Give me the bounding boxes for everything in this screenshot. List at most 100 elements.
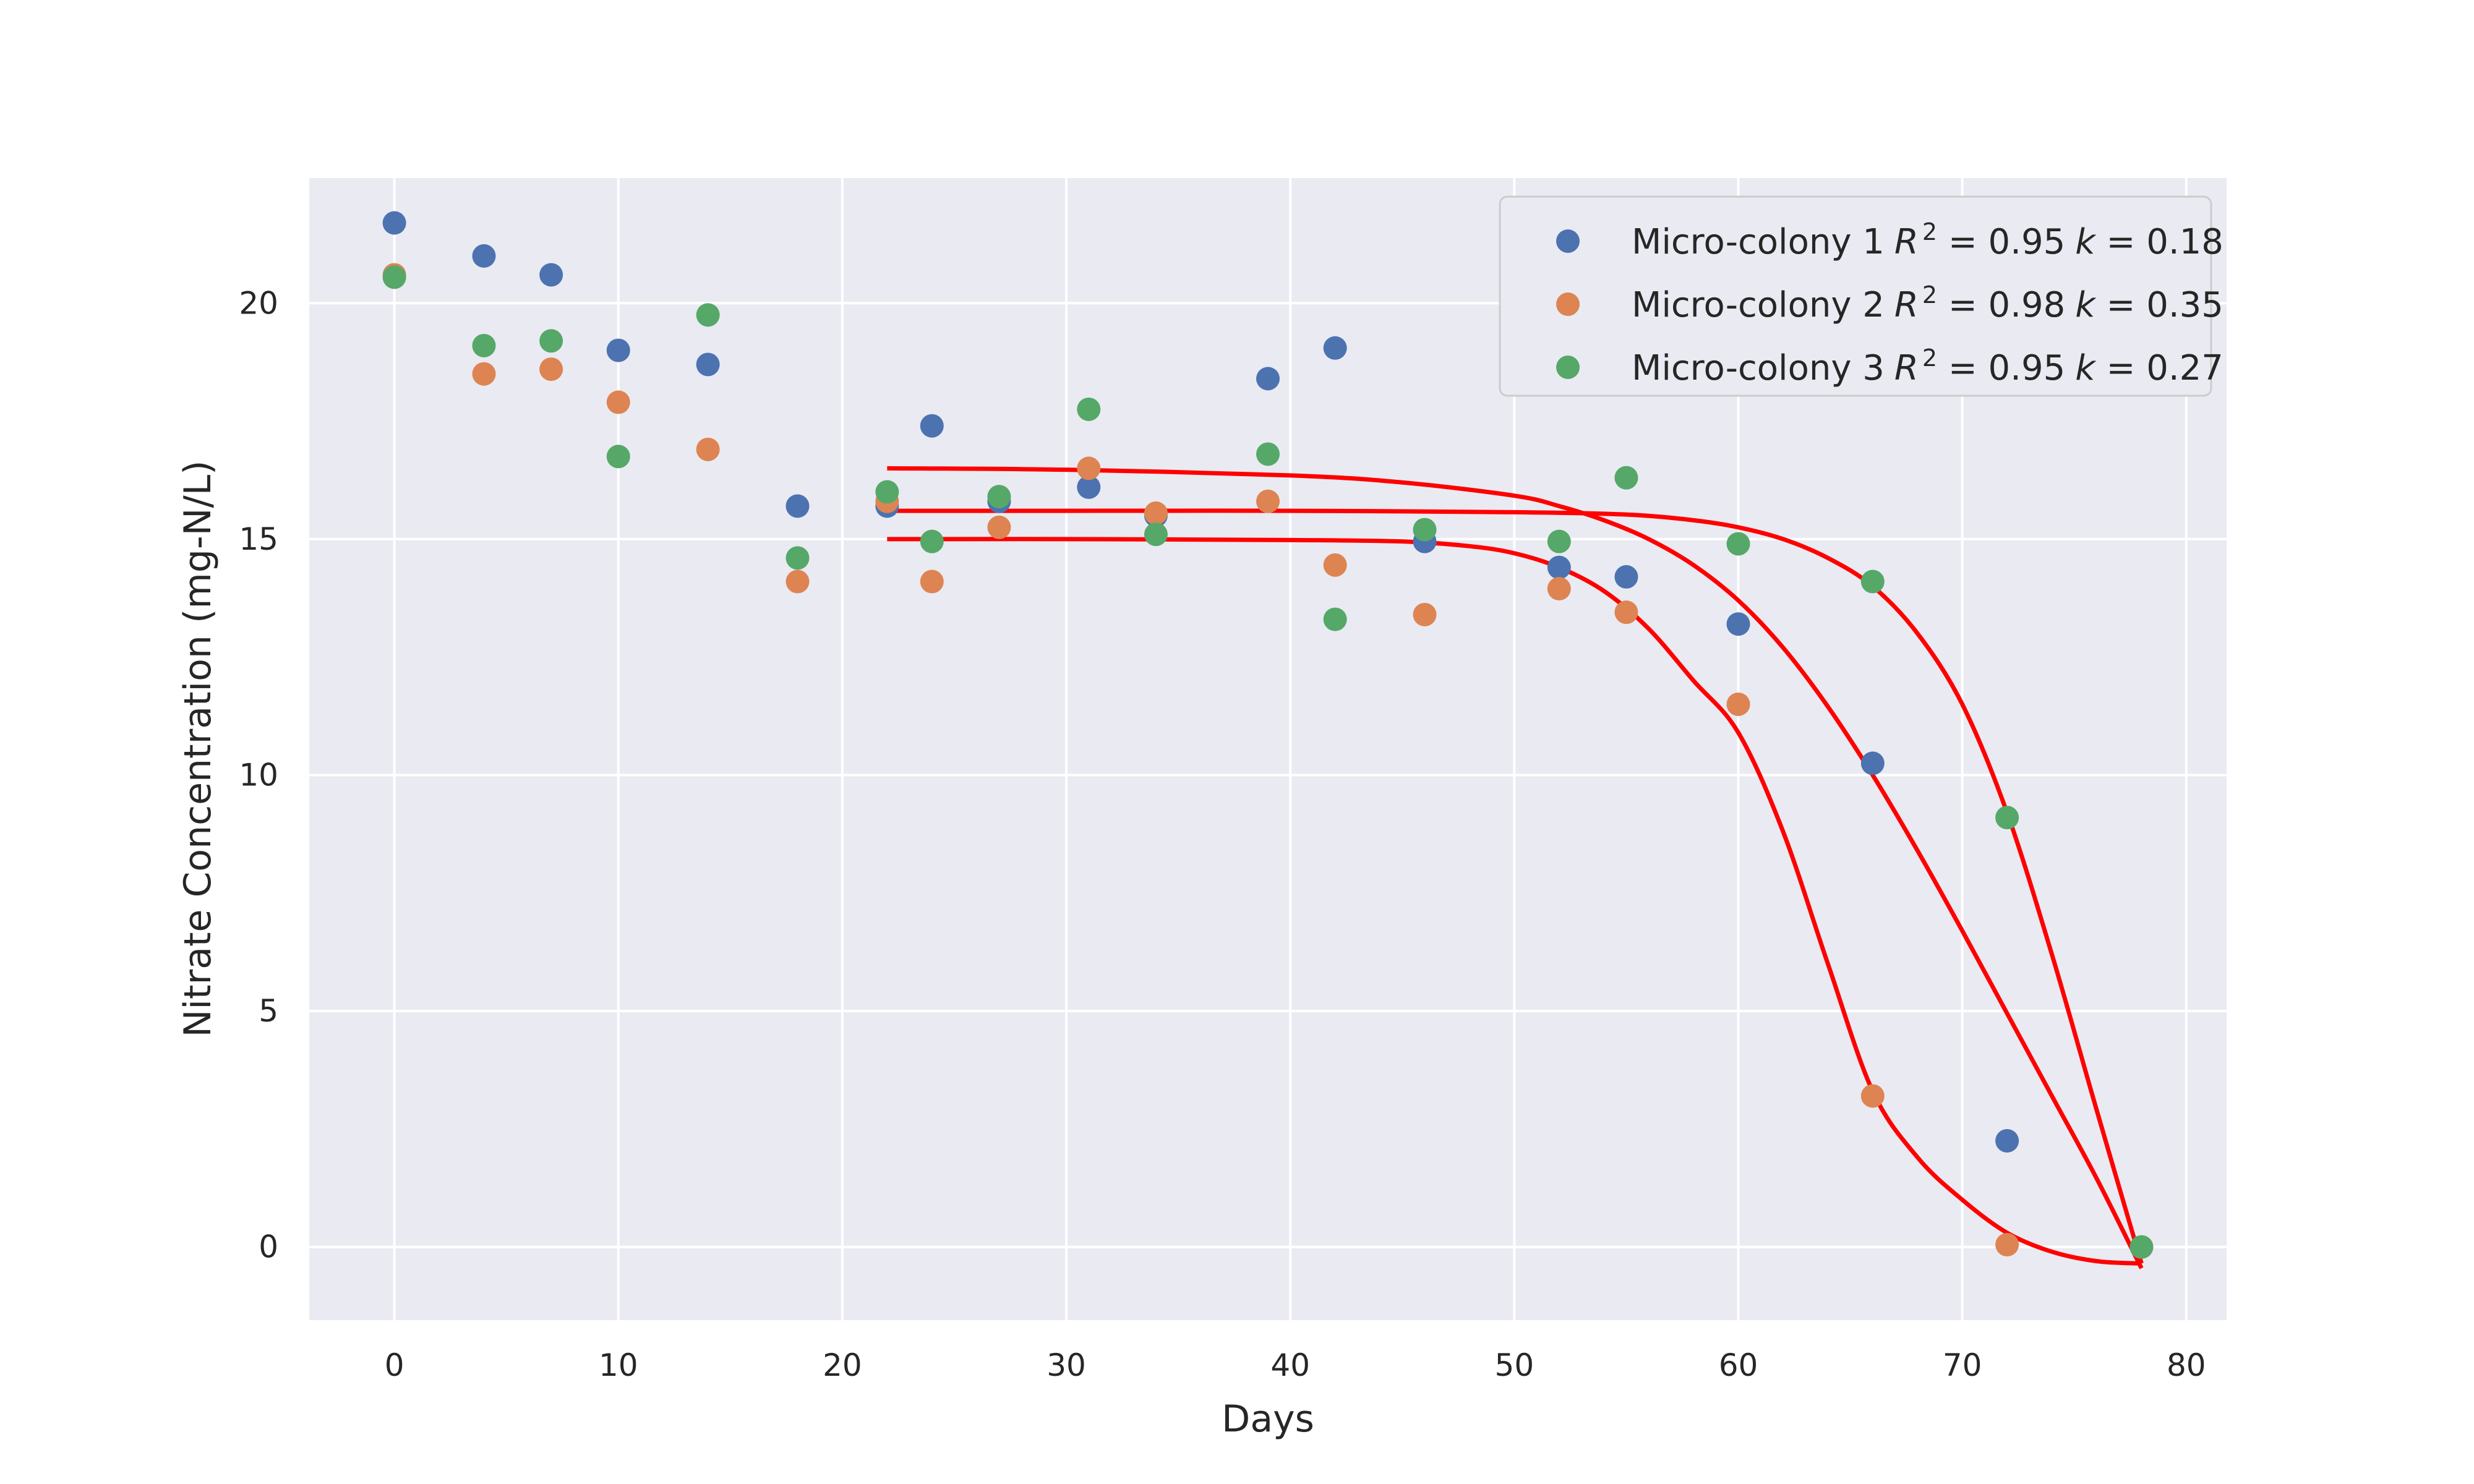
y-tick-label: 10 — [239, 757, 278, 793]
legend-marker — [1556, 356, 1580, 379]
legend-r2-exp: 2 — [1922, 344, 1937, 372]
point-series-2 — [1323, 553, 1347, 577]
point-series-1 — [1323, 336, 1347, 360]
point-series-3 — [472, 333, 496, 357]
point-series-2 — [1860, 1084, 1885, 1108]
fit-curve-2 — [887, 537, 2142, 1266]
legend-marker — [1556, 229, 1580, 253]
point-series-3 — [920, 529, 944, 553]
y-tick-label: 0 — [259, 1229, 278, 1265]
point-series-1 — [472, 244, 496, 268]
legend-r2-label: R — [1894, 222, 1919, 262]
point-series-3 — [1413, 518, 1437, 542]
x-tick-label: 10 — [599, 1347, 638, 1383]
point-series-1 — [382, 211, 406, 235]
point-series-1 — [1547, 555, 1571, 579]
point-series-3 — [382, 265, 406, 289]
point-series-3 — [606, 445, 630, 469]
point-series-3 — [1726, 532, 1750, 556]
point-series-3 — [1860, 569, 1885, 594]
x-tick-label: 70 — [1943, 1347, 1982, 1383]
point-series-3 — [875, 480, 899, 504]
x-axis-ticks: 0 10 20 30 40 50 60 70 80 — [385, 1347, 2206, 1383]
point-series-2 — [1726, 692, 1750, 716]
point-series-3 — [696, 303, 720, 327]
legend-label: Micro-colony 3 — [1632, 348, 1885, 388]
legend-k-value: = 0.27 — [2095, 348, 2224, 388]
point-series-1 — [1614, 565, 1638, 589]
legend-r2-exp: 2 — [1922, 218, 1937, 245]
legend-r2-value: = 0.98 — [1937, 285, 2065, 325]
x-tick-label: 60 — [1719, 1347, 1758, 1383]
point-series-3 — [1995, 806, 2019, 830]
data-points — [382, 211, 2154, 1259]
x-tick-label: 50 — [1495, 1347, 1534, 1383]
point-series-1 — [1726, 612, 1750, 636]
point-series-2 — [1995, 1232, 2019, 1256]
y-tick-label: 15 — [239, 521, 278, 557]
point-series-3 — [1614, 466, 1638, 490]
point-series-1 — [1860, 751, 1885, 775]
legend-k-label: k — [2075, 348, 2097, 388]
point-series-2 — [1077, 456, 1101, 480]
legend-box — [1499, 195, 2212, 397]
point-series-3 — [1256, 442, 1280, 466]
x-tick-label: 20 — [823, 1347, 862, 1383]
point-series-1 — [696, 352, 720, 377]
legend-k-label: k — [2075, 285, 2097, 325]
point-series-2 — [606, 390, 630, 414]
x-tick-label: 40 — [1270, 1347, 1310, 1383]
legend-k-value: = 0.18 — [2095, 222, 2224, 262]
y-tick-label: 20 — [239, 285, 278, 321]
point-series-2 — [1614, 600, 1638, 625]
legend-r2-label: R — [1894, 285, 1919, 325]
point-series-2 — [472, 362, 496, 386]
legend-r2-value: = 0.95 — [1937, 222, 2065, 262]
point-series-1 — [785, 494, 810, 518]
legend-r2-exp: 2 — [1922, 281, 1937, 309]
point-series-1 — [1995, 1128, 2019, 1153]
legend-k-label: k — [2075, 222, 2097, 262]
point-series-2 — [920, 569, 944, 594]
point-series-2 — [1144, 501, 1168, 525]
point-series-3 — [1547, 529, 1571, 553]
point-series-3 — [1144, 522, 1168, 547]
point-series-2 — [987, 515, 1011, 539]
point-series-3 — [1077, 397, 1101, 421]
point-series-1 — [539, 263, 563, 287]
point-series-1 — [1256, 367, 1280, 391]
point-series-2 — [1256, 489, 1280, 513]
point-series-2 — [1547, 577, 1571, 601]
legend-k-value: = 0.35 — [2095, 285, 2224, 325]
x-tick-label: 0 — [385, 1347, 404, 1383]
point-series-2 — [785, 569, 810, 594]
point-series-1 — [606, 338, 630, 362]
point-series-3 — [987, 485, 1011, 509]
legend-r2-value: = 0.95 — [1937, 348, 2065, 388]
y-axis-ticks: 0 5 10 15 20 — [239, 285, 278, 1264]
point-series-3 — [1323, 607, 1347, 631]
point-series-2 — [696, 437, 720, 461]
x-tick-label: 30 — [1047, 1347, 1086, 1383]
legend-label: Micro-colony 2 — [1632, 285, 1885, 325]
fit-curve-1 — [887, 466, 2144, 1269]
point-series-2 — [1413, 602, 1437, 626]
legend-r2-label: R — [1894, 348, 1919, 388]
point-series-3 — [539, 329, 563, 353]
x-axis-title: Days — [1222, 1397, 1314, 1441]
point-series-3 — [785, 546, 810, 570]
y-tick-label: 5 — [259, 993, 278, 1029]
x-tick-label: 80 — [2167, 1347, 2206, 1383]
point-series-1 — [1077, 475, 1101, 499]
legend-label: Micro-colony 1 — [1632, 222, 1885, 262]
point-series-1 — [920, 414, 944, 438]
y-axis-title: Nitrate Concentration (mg-N/L) — [176, 460, 220, 1037]
legend-marker — [1556, 292, 1580, 316]
point-series-2 — [539, 357, 563, 382]
point-series-3 — [2129, 1235, 2154, 1259]
